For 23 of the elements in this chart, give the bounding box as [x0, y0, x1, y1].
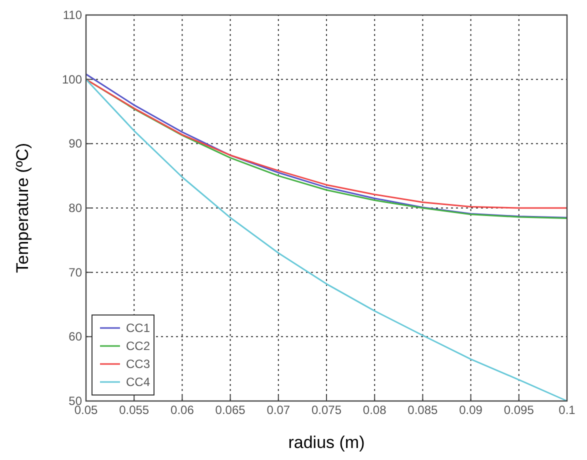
x-tick-label: 0.095	[504, 403, 534, 417]
y-tick-label: 60	[68, 330, 82, 344]
x-tick-label: 0.085	[408, 403, 438, 417]
y-tick-label: 70	[68, 265, 82, 280]
x-tick-label: 0.055	[119, 403, 150, 417]
legend-label: CC3	[126, 357, 150, 371]
legend-label: CC1	[126, 321, 150, 335]
y-tick-label: 90	[68, 136, 82, 151]
y-tick-label: 110	[62, 8, 82, 22]
x-tick-label: 0.065	[215, 403, 246, 417]
x-tick-label: 0.08	[362, 403, 387, 417]
x-axis-title: radius (m)	[288, 433, 365, 452]
y-axis-title: Temperature (ºC)	[13, 143, 32, 273]
legend-label: CC2	[126, 339, 150, 353]
x-tick-label: 0.06	[170, 403, 194, 417]
y-tick-label: 80	[68, 201, 82, 215]
x-tick-label: 0.07	[266, 403, 290, 417]
legend-label: CC4	[126, 375, 150, 389]
y-tick-label: 100	[62, 72, 82, 86]
x-tick-label: 0.1	[558, 403, 576, 417]
x-tick-label: 0.075	[311, 403, 342, 417]
x-tick-label: 0.09	[459, 403, 483, 417]
line-series	[85, 78, 568, 402]
